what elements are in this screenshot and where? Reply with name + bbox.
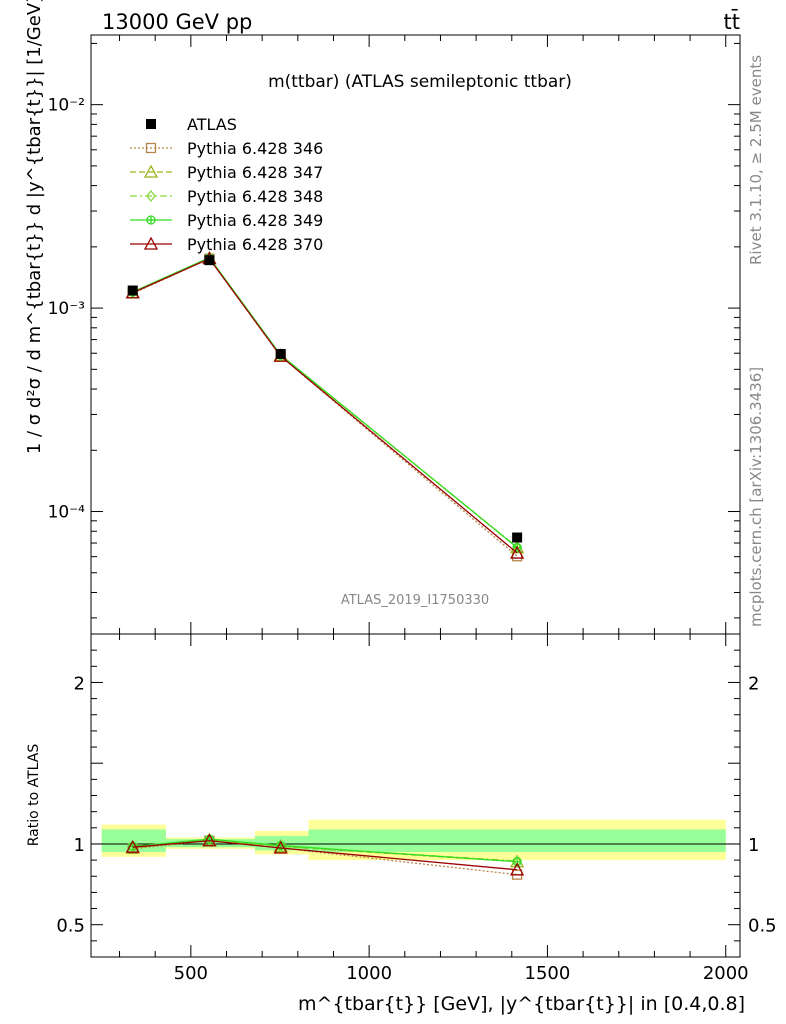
- mcplots-label: mcplots.cern.ch [arXiv:1306.3436]: [747, 367, 765, 627]
- series-line-main: [132, 257, 518, 557]
- series-line-ratio: [132, 838, 518, 863]
- rivet-label: Rivet 3.1.10, ≥ 2.5M events: [747, 55, 765, 265]
- data-point-ratio: [510, 862, 525, 876]
- legend-marker-cross: [147, 216, 155, 224]
- data-point-main: [510, 545, 525, 559]
- main-ylabel: 1 / σ d²σ / d m^{tbar{t}} d |y^{tbar{t}}…: [24, 0, 45, 454]
- legend-marker: [145, 142, 157, 154]
- data-point-atlas: [204, 255, 215, 266]
- ratio-ytick-label: 0.5: [56, 916, 85, 937]
- legend-marker: [143, 236, 159, 250]
- header-left: 13000 GeV pp: [102, 10, 252, 34]
- data-point-atlas: [275, 348, 286, 359]
- plot-title: m(ttbar) (ATLAS semileptonic ttbar): [268, 72, 572, 92]
- data-point-atlas: [512, 532, 523, 543]
- series-line-main: [132, 256, 518, 549]
- data-point-ratio: [125, 839, 140, 853]
- legend-marker: [146, 215, 156, 225]
- xtick-label: 2000: [703, 963, 749, 984]
- data-point-atlas: [127, 285, 138, 296]
- ratio-ytick-label-right: 1: [748, 835, 759, 856]
- ratio-ylabel: Ratio to ATLAS: [26, 744, 42, 847]
- legend-marker: [143, 164, 159, 178]
- series-line-ratio: [132, 840, 518, 871]
- main-ytick-label: 10⁻²: [48, 96, 85, 116]
- ratio-ytick-label-right: 2: [748, 673, 759, 694]
- legend-label: Pythia 6.428 370: [187, 235, 323, 254]
- legend-marker: [146, 189, 156, 203]
- legend-label: Pythia 6.428 347: [187, 163, 323, 182]
- ratio-ytick-label: 2: [74, 673, 85, 694]
- xtick-label: 1500: [525, 963, 571, 984]
- xtick-label: 500: [174, 963, 208, 984]
- legend-marker: [146, 119, 156, 129]
- watermark: ATLAS_2019_I1750330: [341, 593, 489, 608]
- x-axis-label: m^{tbar{t}} [GeV], |y^{tbar{t}}| in [0.4…: [298, 993, 745, 1015]
- main-ytick-label: 10⁻³: [48, 299, 85, 319]
- ratio-ytick-label: 1: [74, 835, 85, 856]
- main-ytick-label: 10⁻⁴: [48, 503, 86, 523]
- series-line-main: [132, 257, 518, 549]
- data-point-ratio: [202, 833, 217, 847]
- ratio-frame: [90, 633, 741, 958]
- data-point-ratio: [204, 833, 215, 846]
- legend-label: Pythia 6.428 349: [187, 211, 323, 230]
- ratio-ytick-label-right: 0.5: [748, 916, 777, 937]
- legend-label: ATLAS: [187, 115, 237, 134]
- data-point-ratio: [273, 840, 288, 854]
- ratio-band-green: [308, 829, 726, 853]
- xtick-label: 1000: [346, 963, 392, 984]
- legend-label: Pythia 6.428 348: [187, 187, 323, 206]
- series-line-main: [132, 257, 518, 554]
- legend-label: Pythia 6.428 346: [187, 139, 323, 158]
- series-line-main: [132, 257, 518, 548]
- header-right: tt̄: [724, 9, 740, 34]
